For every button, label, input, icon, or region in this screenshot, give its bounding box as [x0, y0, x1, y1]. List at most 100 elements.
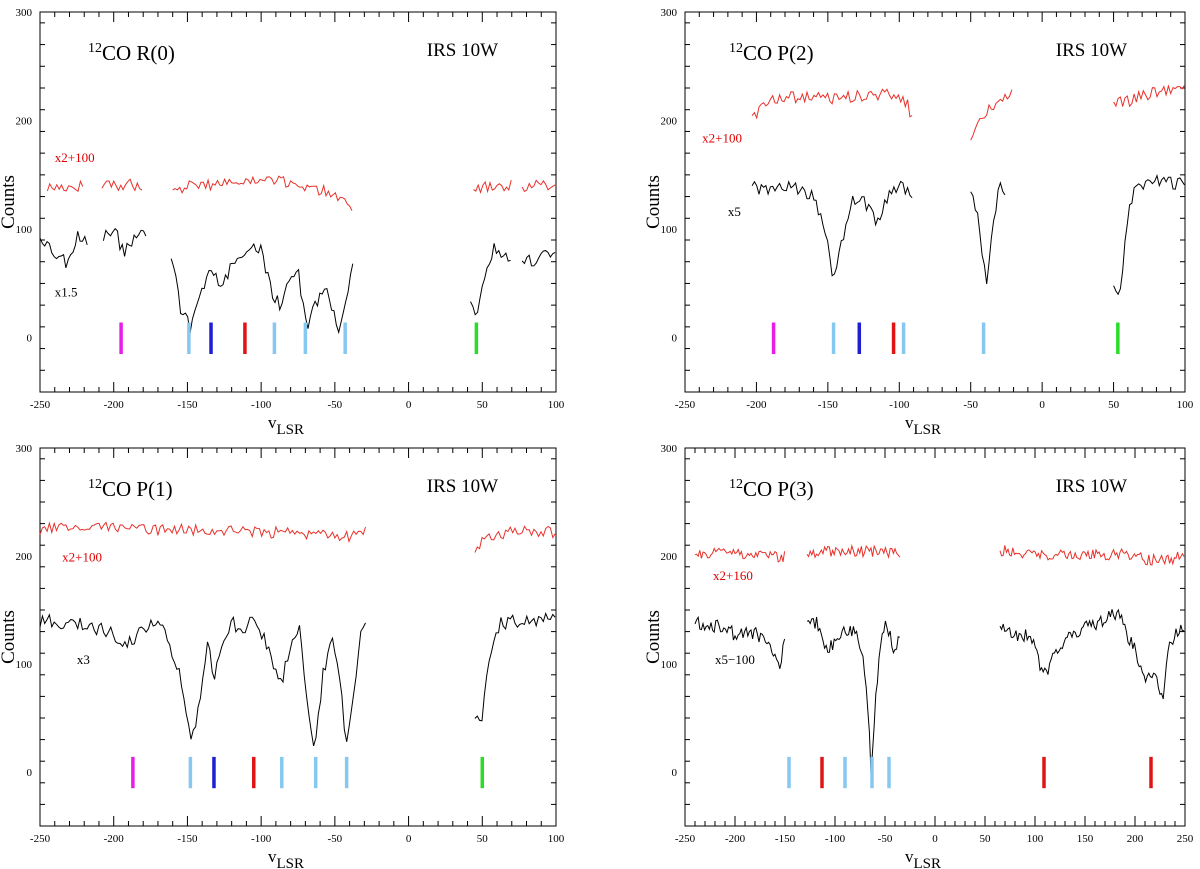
x-tick-label: 100: [548, 399, 565, 411]
x-tick-label: 100: [1027, 833, 1044, 845]
y-tick-label: 300: [661, 443, 678, 455]
lower-spectrum: [751, 180, 913, 277]
x-tick-label: 0: [406, 399, 412, 411]
x-tick-label: -200: [746, 399, 767, 411]
x-tick-label: 0: [406, 833, 412, 845]
x-tick-label: -50: [963, 399, 978, 411]
upper-spectrum: [39, 521, 366, 544]
x-tick-label: -250: [675, 399, 696, 411]
y-tick-label: 300: [661, 7, 678, 19]
y-tick-label: 100: [661, 659, 678, 671]
lower-series-label: x1.5: [55, 284, 78, 299]
chart-panel-1: -250 -200 -150 -100 -50 0 50 100 0 100 200 300 Count…: [0, 7, 565, 438]
y-tick-label: 200: [16, 116, 33, 128]
y-tick-label: 200: [16, 551, 33, 563]
x-tick-label: 100: [1177, 399, 1194, 411]
y-tick-label: 0: [672, 333, 678, 345]
upper-spectrum: [474, 525, 556, 553]
upper-series-label: x2+160: [713, 568, 753, 583]
chart-panel-2: -250 -200 -150 -100 -50 0 50 100 0 100 200 300 Count…: [643, 7, 1194, 438]
y-axis-label: Counts: [643, 610, 664, 664]
y-tick-label: 100: [661, 224, 678, 236]
upper-spectrum: [473, 179, 512, 195]
lower-series-label: x3: [77, 652, 90, 667]
x-tick-label: 0: [1039, 399, 1045, 411]
lower-spectrum: [39, 613, 366, 747]
y-tick-label: 300: [16, 7, 33, 19]
upper-series-label: x2+100: [702, 130, 742, 145]
panel-title: 12CO P(1): [88, 477, 173, 501]
lower-spectrum: [102, 227, 147, 257]
y-axis-label: Counts: [0, 175, 19, 229]
lower-spectrum: [1113, 173, 1185, 296]
upper-spectrum: [751, 88, 913, 120]
y-tick-label: 100: [16, 659, 33, 671]
x-tick-label: -200: [104, 399, 125, 411]
y-tick-label: 200: [661, 116, 678, 128]
lower-series-label: x5: [728, 204, 741, 219]
plot-frame: [684, 11, 1186, 393]
x-axis-label: vLSR: [268, 413, 304, 438]
x-tick-label: -250: [30, 833, 51, 845]
y-tick-label: 100: [16, 224, 33, 236]
x-tick-label: 50: [477, 833, 489, 845]
y-tick-label: 0: [27, 767, 33, 779]
y-tick-label: 300: [16, 443, 33, 455]
lower-spectrum: [170, 242, 354, 335]
x-axis-label: vLSR: [268, 847, 304, 869]
x-tick-label: -250: [675, 833, 696, 845]
x-tick-label: -150: [177, 833, 198, 845]
upper-spectrum: [806, 543, 901, 559]
y-tick-label: 0: [27, 333, 33, 345]
upper-spectrum: [101, 178, 143, 192]
y-axis-label: Counts: [0, 610, 19, 664]
x-tick-label: -100: [825, 833, 846, 845]
source-label: IRS 10W: [1056, 476, 1127, 497]
y-axis-label: Counts: [643, 175, 664, 229]
panel-title: 12CO R(0): [88, 41, 175, 65]
x-tick-label: -150: [775, 833, 796, 845]
upper-series-label: x2+100: [55, 150, 95, 165]
source-label: IRS 10W: [427, 40, 498, 61]
lower-spectrum: [474, 612, 556, 722]
x-tick-label: -50: [328, 399, 343, 411]
x-tick-label: -200: [725, 833, 746, 845]
plot-frame: [39, 11, 557, 393]
x-tick-label: 50: [980, 833, 992, 845]
x-tick-label: 50: [477, 399, 489, 411]
chart-panel-4: -250 -200 -150 -100 -50 0 50 100 150 200 250 0 100 20…: [643, 443, 1194, 869]
panel-title: 12CO P(3): [729, 477, 814, 501]
upper-spectrum: [999, 545, 1185, 566]
upper-spectrum: [1113, 84, 1185, 108]
lower-spectrum: [806, 616, 900, 775]
lower-spectrum: [39, 231, 88, 269]
x-axis-label: vLSR: [905, 847, 941, 869]
lower-series-label: x5−100: [715, 652, 755, 667]
x-tick-label: -50: [878, 833, 893, 845]
x-tick-label: -100: [251, 833, 272, 845]
upper-spectrum: [521, 179, 556, 193]
upper-spectrum: [694, 547, 786, 563]
x-tick-label: -150: [177, 399, 198, 411]
source-label: IRS 10W: [427, 476, 498, 497]
upper-series-label: x2+100: [62, 549, 102, 564]
lower-spectrum: [970, 181, 1006, 284]
lower-spectrum: [521, 250, 556, 267]
upper-spectrum: [970, 89, 1013, 141]
x-tick-label: 100: [548, 833, 565, 845]
x-tick-label: -250: [30, 399, 51, 411]
y-tick-label: 200: [661, 551, 678, 563]
upper-spectrum: [46, 179, 84, 193]
lower-spectrum: [470, 243, 511, 316]
x-tick-label: 0: [932, 833, 938, 845]
plot-frame: [39, 447, 557, 827]
x-tick-label: -200: [104, 833, 125, 845]
x-tick-label: 50: [1108, 399, 1120, 411]
panel-title: 12CO P(2): [729, 41, 814, 65]
x-axis-label: vLSR: [905, 413, 941, 438]
x-tick-label: 150: [1077, 833, 1094, 845]
x-tick-label: 250: [1177, 833, 1194, 845]
x-tick-label: -100: [251, 399, 272, 411]
x-tick-label: -50: [328, 833, 343, 845]
